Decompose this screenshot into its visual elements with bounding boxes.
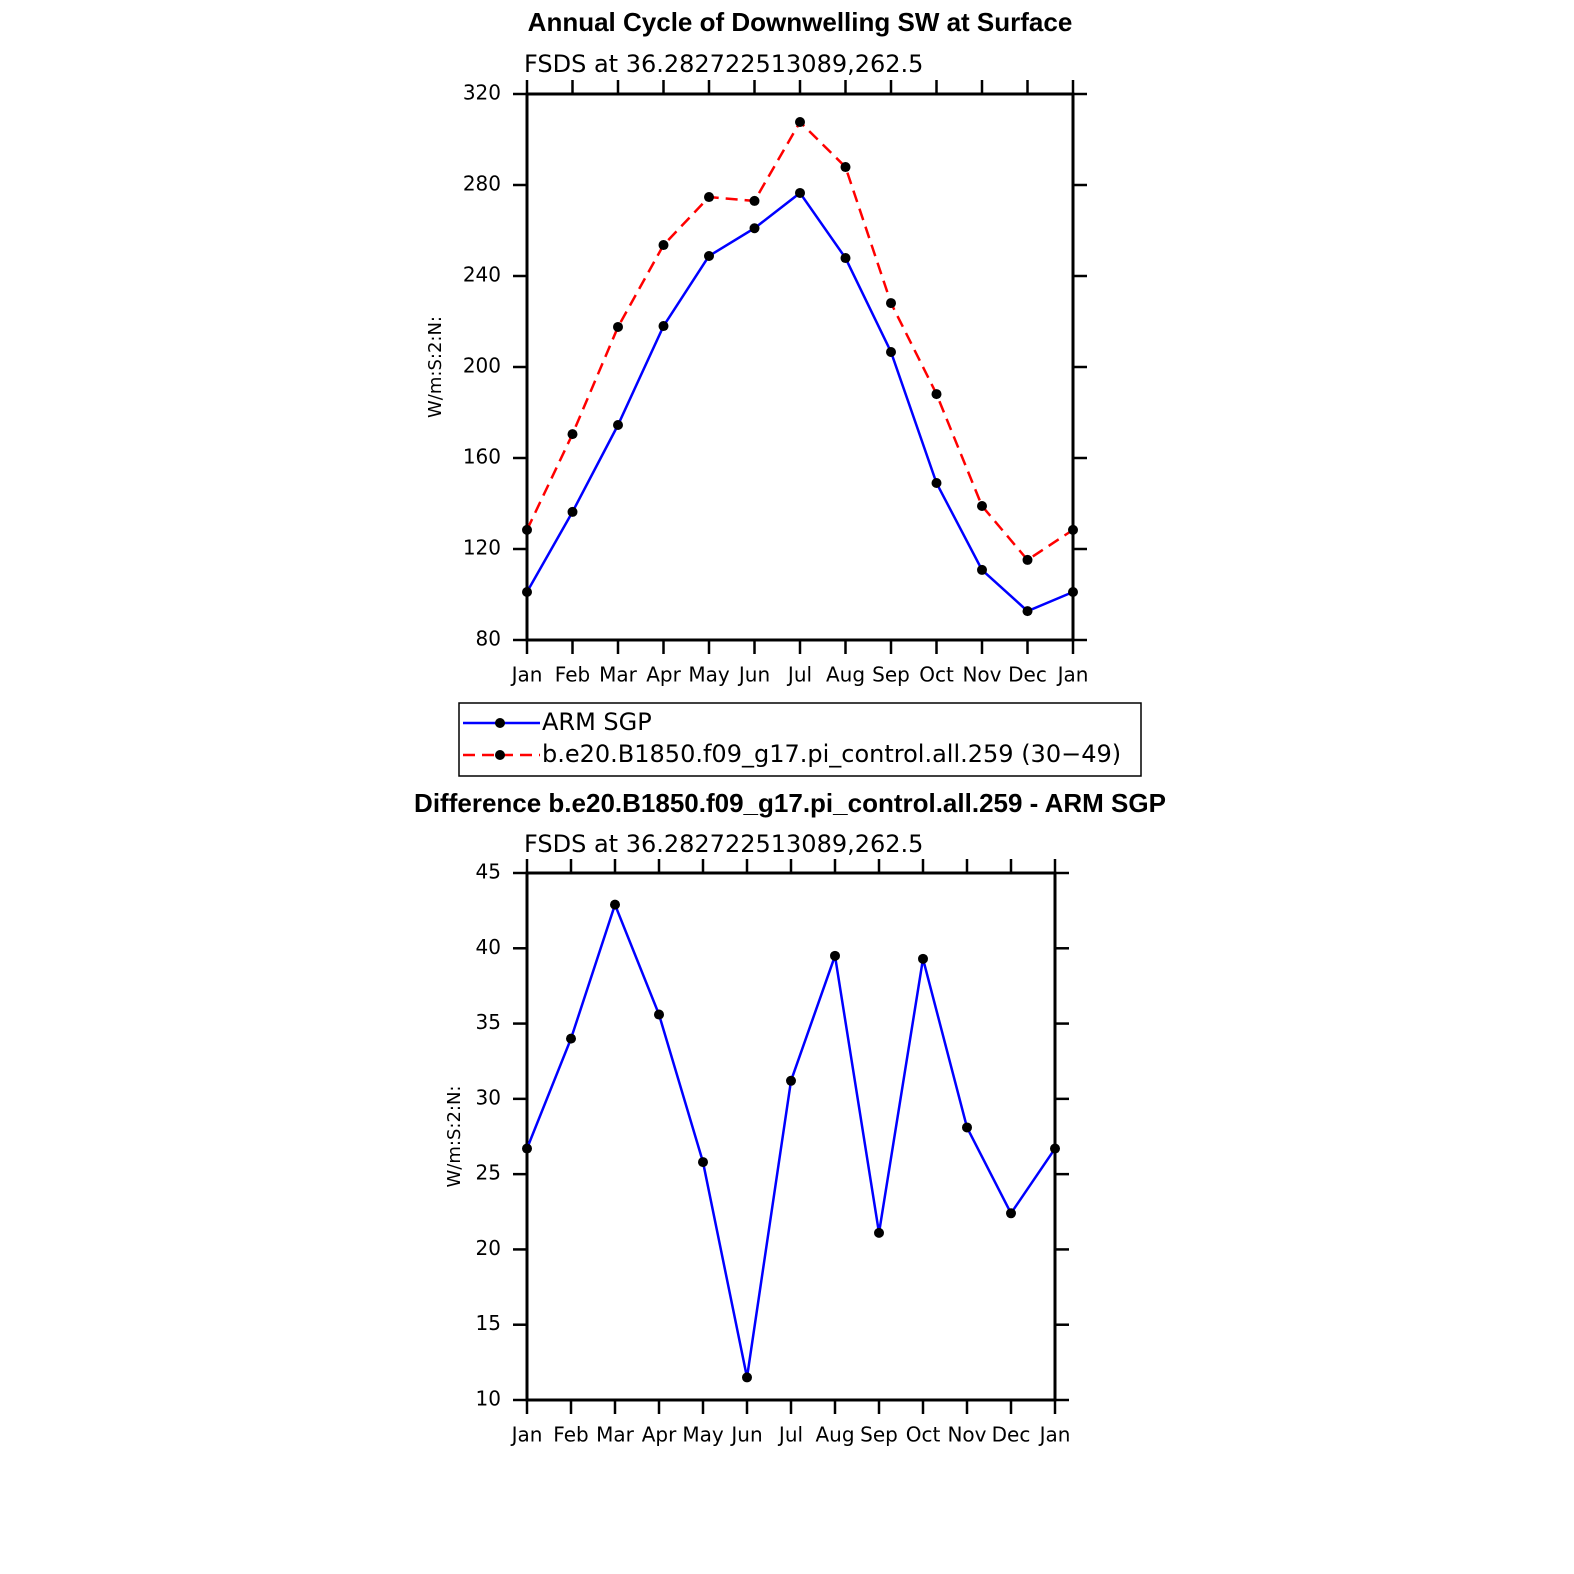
legend-label: ARM SGP [542, 708, 652, 736]
data-point [567, 429, 578, 440]
x-tick-label: Mar [596, 1423, 635, 1447]
data-point [795, 187, 805, 198]
data-point [610, 899, 620, 910]
y-tick-label: 25 [476, 1161, 501, 1185]
y-tick-label: 320 [463, 81, 501, 105]
data-point [749, 223, 760, 234]
data-point [977, 564, 987, 575]
data-point [658, 321, 669, 332]
y-tick-label: 15 [476, 1311, 501, 1335]
y-tick-label: 30 [476, 1085, 501, 1109]
data-point [613, 420, 623, 431]
data-point [1006, 1208, 1016, 1219]
x-tick-label: Aug [826, 663, 865, 687]
y-tick-label: 10 [476, 1387, 501, 1411]
y-tick-label: 80 [476, 627, 501, 651]
data-point [522, 1143, 532, 1154]
y-axis-label: W/m:S:2:N: [425, 316, 446, 418]
data-point [654, 1009, 664, 1020]
data-point [522, 586, 532, 597]
chart-subtitle: FSDS at 36.282722513089,262.5 [524, 830, 923, 858]
data-point [840, 162, 851, 173]
data-point [931, 478, 942, 489]
y-tick-label: 40 [476, 935, 501, 959]
y-tick-label: 20 [476, 1236, 501, 1260]
x-tick-label: Jan [1038, 1423, 1071, 1447]
x-tick-label: Jun [729, 1423, 762, 1447]
data-point [886, 298, 896, 309]
x-tick-label: Dec [992, 1423, 1031, 1447]
data-point [1068, 524, 1078, 535]
x-tick-label: Jan [1056, 663, 1089, 687]
x-tick-label: Jun [737, 663, 770, 687]
x-tick-label: May [682, 1423, 724, 1447]
plot-frame [525, 92, 1075, 642]
data-point [830, 950, 840, 961]
data-point [795, 116, 805, 127]
y-tick-label: 120 [463, 536, 501, 560]
x-tick-label: Feb [555, 663, 590, 687]
data-point [567, 506, 578, 517]
y-tick-label: 200 [463, 354, 501, 378]
data-point [1068, 586, 1078, 597]
x-tick-label: May [688, 663, 730, 687]
data-point [698, 1157, 708, 1168]
x-tick-label: Oct [906, 1423, 941, 1447]
y-axis-label: W/m:S:2:N: [444, 1086, 465, 1188]
data-point [613, 321, 623, 332]
x-tick-label: Nov [962, 663, 1001, 687]
legend-marker [495, 750, 505, 760]
data-point [977, 501, 987, 512]
y-tick-label: 35 [476, 1010, 501, 1034]
x-tick-label: Jan [510, 663, 543, 687]
x-tick-label: Apr [642, 1423, 677, 1447]
data-point [1050, 1143, 1060, 1154]
data-point [786, 1075, 796, 1086]
data-point [1022, 606, 1033, 617]
x-tick-label: Sep [872, 663, 910, 687]
y-tick-label: 280 [463, 172, 501, 196]
chart-subtitle: FSDS at 36.282722513089,262.5 [524, 50, 923, 78]
data-point [918, 953, 928, 964]
data-point [566, 1033, 576, 1044]
data-point [840, 253, 851, 264]
x-tick-label: Nov [947, 1423, 986, 1447]
chart-title: Annual Cycle of Downwelling SW at Surfac… [528, 7, 1073, 37]
data-point [874, 1227, 884, 1238]
y-tick-label: 240 [463, 263, 501, 287]
x-tick-label: Jul [777, 1423, 803, 1447]
x-tick-label: Aug [815, 1423, 854, 1447]
y-tick-label: 45 [476, 860, 501, 884]
data-point [658, 240, 669, 251]
data-point [742, 1372, 752, 1383]
data-point [886, 346, 896, 357]
data-point [931, 389, 942, 400]
data-point [1022, 554, 1033, 565]
data-point [704, 250, 714, 261]
x-tick-label: Jul [786, 663, 812, 687]
data-point [749, 195, 760, 206]
data-point [962, 1122, 972, 1133]
x-tick-label: Mar [599, 663, 638, 687]
data-point [704, 192, 714, 203]
x-tick-label: Oct [919, 663, 954, 687]
x-tick-label: Apr [646, 663, 681, 687]
y-tick-label: 160 [463, 445, 501, 469]
x-tick-label: Sep [860, 1423, 898, 1447]
legend-marker [495, 718, 505, 728]
data-point [522, 524, 532, 535]
x-tick-label: Jan [510, 1423, 543, 1447]
chart-title: Difference b.e20.B1850.f09_g17.pi_contro… [414, 788, 1166, 818]
x-tick-label: Dec [1008, 663, 1047, 687]
legend-box [458, 702, 1142, 777]
x-tick-label: Feb [553, 1423, 588, 1447]
plot-frame [525, 871, 1057, 1402]
legend-label: b.e20.B1850.f09_g17.pi_control.all.259 (… [542, 740, 1121, 768]
